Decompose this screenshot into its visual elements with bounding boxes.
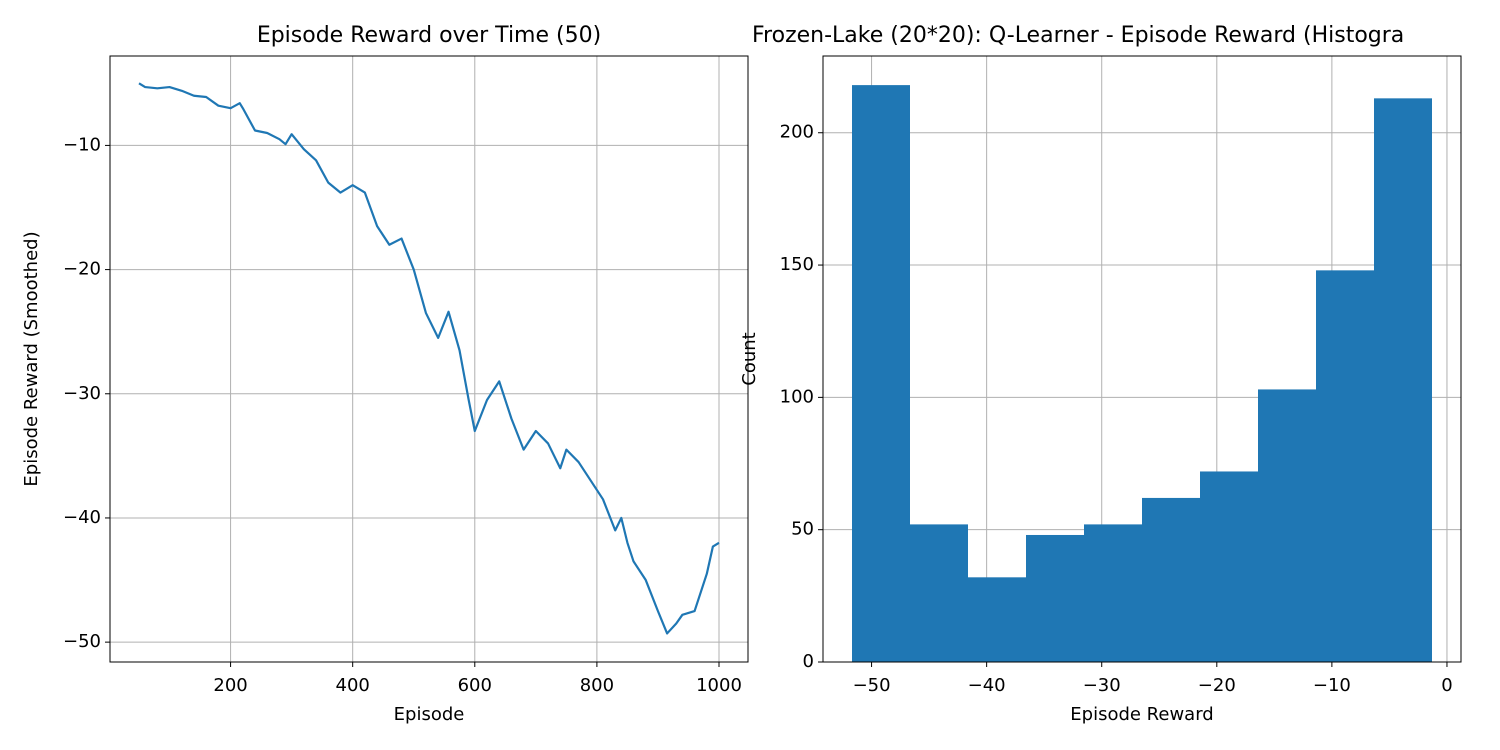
histogram-bar	[968, 577, 1026, 662]
chart-title: Frozen-Lake (20*20): Q-Learner - Episode…	[752, 23, 1404, 48]
histogram-bar	[852, 85, 910, 662]
y-tick-label: −20	[63, 259, 101, 280]
plot-area	[110, 56, 748, 662]
histogram-bar	[1316, 270, 1374, 662]
x-tick-label: 800	[580, 675, 614, 696]
axes-frame	[822, 55, 1462, 663]
x-tick-label: 1000	[696, 675, 742, 696]
grid	[110, 56, 748, 662]
y-tick-label: 0	[803, 651, 814, 672]
x-axis-label: Episode Reward	[1070, 704, 1213, 725]
histogram-bar	[1026, 534, 1084, 662]
y-tick-label: −40	[63, 507, 101, 528]
y-axis-label: Count	[739, 332, 760, 385]
histogram-bar	[1084, 524, 1142, 662]
x-tick-label: 200	[213, 675, 247, 696]
histogram-bar	[910, 524, 968, 662]
y-tick-label: −30	[63, 383, 101, 404]
x-tick-label: 0	[1441, 675, 1452, 696]
histogram-bar	[1374, 98, 1432, 662]
x-tick-label: −50	[853, 675, 891, 696]
axes-frame	[109, 55, 749, 663]
x-tick-label: −30	[1083, 675, 1121, 696]
x-tick-label: −20	[1198, 675, 1236, 696]
axes: Frozen-Lake (20*20): Q-Learner - Episode…	[739, 23, 1462, 725]
x-tick-label: −40	[968, 675, 1006, 696]
y-tick-label: 200	[780, 122, 814, 143]
y-tick-label: −10	[63, 134, 101, 155]
x-tick-label: 600	[458, 675, 492, 696]
y-tick-label: 50	[791, 519, 814, 540]
x-tick-label: −10	[1313, 675, 1351, 696]
y-tick-label: 100	[780, 386, 814, 407]
x-axis-label: Episode	[394, 704, 465, 725]
data-line	[138, 82, 720, 635]
y-tick-label: −50	[63, 631, 101, 652]
y-tick-label: 150	[780, 254, 814, 275]
chart-title: Episode Reward over Time (50)	[257, 23, 601, 48]
x-tick-label: 400	[336, 675, 370, 696]
histogram-bar	[1258, 389, 1316, 662]
axes: Episode Reward over Time (50) Episode Epis…	[21, 23, 749, 725]
histogram-bar	[1142, 497, 1200, 662]
plot-area	[823, 56, 1461, 663]
histogram-bar	[1200, 471, 1258, 662]
y-axis-label: Episode Reward (Smoothed)	[21, 231, 42, 486]
